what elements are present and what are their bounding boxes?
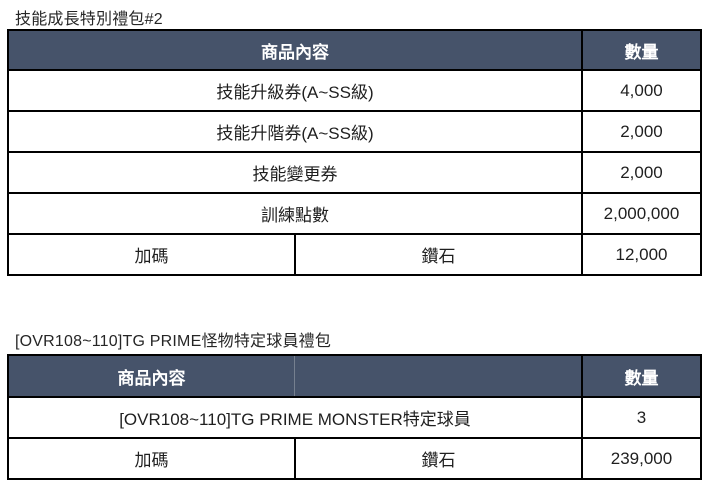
product-name-cell: [OVR108~110]TG PRIME MONSTER特定球員	[119, 410, 471, 429]
header-product-cell: 商品內容	[117, 368, 186, 388]
header-qty-cell: 數量	[581, 31, 700, 69]
table-row: [OVR108~110]TG PRIME MONSTER特定球員 3	[9, 396, 700, 437]
table-row: 技能升級券(A~SS級) 4,000	[9, 69, 700, 110]
header-product-cell: 商品內容	[261, 42, 329, 62]
table-header-row: 商品內容 數量	[9, 31, 700, 69]
qty-cell: 12,000	[581, 235, 700, 274]
bonus-label-cell: 加碼	[134, 247, 169, 266]
qty-cell: 4,000	[581, 71, 700, 110]
product-name-cell: 技能升級券(A~SS級)	[216, 83, 374, 102]
qty-cell: 2,000	[581, 153, 700, 192]
table-row: 訓練點數 2,000,000	[9, 192, 700, 233]
bonus-label-cell: 加碼	[134, 451, 169, 470]
qty-cell: 2,000	[581, 112, 700, 151]
package-title-tg-prime: [OVR108~110]TG PRIME怪物特定球員禮包	[15, 333, 332, 350]
product-name-cell: 訓練點數	[261, 206, 329, 225]
package-table-tg-prime: 商品內容 數量 [OVR108~110]TG PRIME MONSTER特定球員 3 加…	[7, 354, 702, 480]
package-table-skill-growth: 商品內容 數量技能升級券(A~SS級) 4,000 技能升階券(A~SS級) 2,000…	[7, 29, 702, 276]
table-row: 技能變更券 2,000	[9, 151, 700, 192]
product-name-cell: 技能升階券(A~SS級)	[216, 124, 374, 143]
table-header-row: 商品內容 數量	[9, 356, 700, 396]
qty-cell: 239,000	[581, 439, 700, 478]
package-title-skill-growth: 技能成長特別禮包#2	[15, 11, 163, 28]
qty-cell: 2,000,000	[581, 194, 700, 233]
table-row: 加碼 鑽石 12,000	[9, 233, 700, 274]
header-qty-cell: 數量	[581, 356, 700, 396]
bonus-item-cell: 鑽石	[294, 439, 581, 478]
qty-cell: 3	[581, 398, 700, 437]
header-empty-cell	[294, 356, 581, 396]
table-row: 加碼 鑽石 239,000	[9, 437, 700, 478]
product-name-cell: 技能變更券	[252, 165, 338, 184]
bonus-item-cell: 鑽石	[294, 235, 581, 274]
table-row: 技能升階券(A~SS級) 2,000	[9, 110, 700, 151]
